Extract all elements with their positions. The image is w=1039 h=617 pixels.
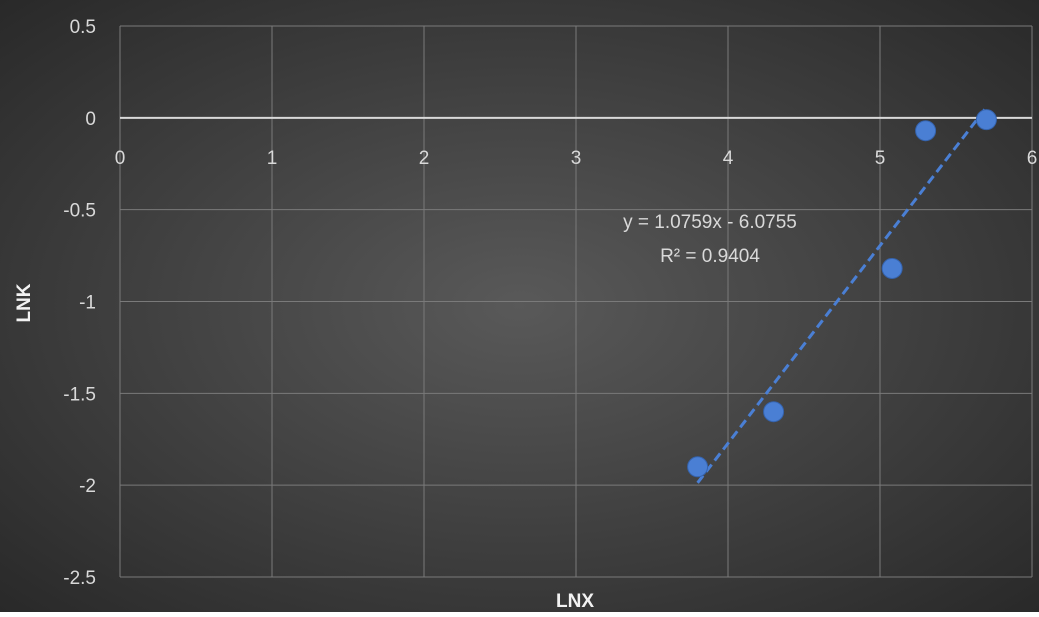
x-tick-label: 0 (115, 148, 126, 169)
y-tick-label: -2.5 (63, 568, 96, 589)
data-point (915, 120, 937, 142)
data-point (881, 257, 903, 279)
x-axis-title: LNX (556, 591, 594, 612)
trendline-r-squared: R² = 0.9404 (660, 246, 760, 267)
data-points (687, 109, 997, 478)
y-tick-label: -1 (79, 293, 96, 314)
linear-trendline (696, 106, 988, 484)
y-tick-label: -2 (79, 476, 96, 497)
x-axis-tick-labels: 0 1 2 3 4 5 6 (115, 148, 1038, 169)
x-tick-label: 1 (267, 148, 278, 169)
trendline-equation: y = 1.0759x - 6.0755 (623, 212, 797, 233)
y-tick-label: 0.5 (70, 17, 96, 38)
y-tick-label: -1.5 (63, 384, 96, 405)
y-tick-label: 0 (85, 109, 96, 130)
x-tick-label: 2 (419, 148, 430, 169)
x-tick-label: 6 (1027, 148, 1038, 169)
y-axis-title: LNK (14, 283, 35, 322)
x-tick-label: 3 (571, 148, 582, 169)
y-tick-label: -0.5 (63, 201, 96, 222)
x-tick-label: 5 (875, 148, 886, 169)
x-tick-label: 4 (723, 148, 734, 169)
y-axis-tick-labels: 0.5 0 -0.5 -1 -1.5 -2 -2.5 (63, 17, 96, 589)
data-point (763, 401, 785, 423)
data-point (687, 456, 709, 478)
data-point (975, 109, 997, 131)
